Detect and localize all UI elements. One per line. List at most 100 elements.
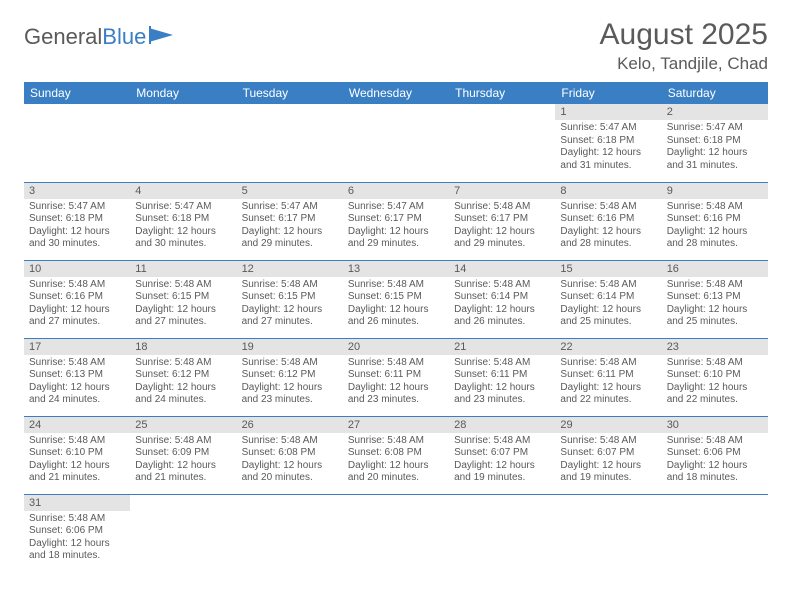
day-line-d2: and 19 minutes. (560, 472, 656, 485)
day-line-d1: Daylight: 12 hours (667, 304, 763, 317)
day-line-d1: Daylight: 12 hours (29, 538, 125, 551)
day-line-sr: Sunrise: 5:48 AM (135, 279, 231, 292)
calendar-week-row: 3Sunrise: 5:47 AMSunset: 6:18 PMDaylight… (24, 182, 768, 260)
day-line-sr: Sunrise: 5:48 AM (29, 279, 125, 292)
day-number: 11 (130, 261, 236, 277)
day-content: Sunrise: 5:48 AMSunset: 6:11 PMDaylight:… (449, 355, 555, 411)
day-content: Sunrise: 5:47 AMSunset: 6:18 PMDaylight:… (555, 120, 661, 176)
title-block: August 2025 Kelo, Tandjile, Chad (600, 18, 768, 74)
calendar-day-cell: 30Sunrise: 5:48 AMSunset: 6:06 PMDayligh… (662, 416, 768, 494)
calendar-day-cell: 28Sunrise: 5:48 AMSunset: 6:07 PMDayligh… (449, 416, 555, 494)
day-content: Sunrise: 5:48 AMSunset: 6:06 PMDaylight:… (24, 511, 130, 567)
calendar-body: 1Sunrise: 5:47 AMSunset: 6:18 PMDaylight… (24, 104, 768, 572)
calendar-day-cell (555, 494, 661, 572)
day-number: 8 (555, 183, 661, 199)
day-line-ss: Sunset: 6:13 PM (667, 291, 763, 304)
calendar-day-cell: 13Sunrise: 5:48 AMSunset: 6:15 PMDayligh… (343, 260, 449, 338)
day-line-d1: Daylight: 12 hours (135, 226, 231, 239)
day-line-d1: Daylight: 12 hours (29, 226, 125, 239)
calendar-day-cell: 26Sunrise: 5:48 AMSunset: 6:08 PMDayligh… (237, 416, 343, 494)
day-content: Sunrise: 5:48 AMSunset: 6:15 PMDaylight:… (130, 277, 236, 333)
day-number: 19 (237, 339, 343, 355)
day-line-d2: and 25 minutes. (560, 316, 656, 329)
weekday-header: Tuesday (237, 82, 343, 104)
logo: GeneralBlue (24, 24, 175, 50)
day-content: Sunrise: 5:47 AMSunset: 6:17 PMDaylight:… (343, 199, 449, 255)
calendar-day-cell: 2Sunrise: 5:47 AMSunset: 6:18 PMDaylight… (662, 104, 768, 182)
location: Kelo, Tandjile, Chad (600, 54, 768, 74)
day-line-d2: and 22 minutes. (560, 394, 656, 407)
day-line-d2: and 26 minutes. (348, 316, 444, 329)
day-line-ss: Sunset: 6:12 PM (242, 369, 338, 382)
day-content: Sunrise: 5:48 AMSunset: 6:07 PMDaylight:… (449, 433, 555, 489)
day-line-d2: and 29 minutes. (454, 238, 550, 251)
day-content: Sunrise: 5:48 AMSunset: 6:16 PMDaylight:… (555, 199, 661, 255)
calendar-day-cell: 4Sunrise: 5:47 AMSunset: 6:18 PMDaylight… (130, 182, 236, 260)
calendar-day-cell: 9Sunrise: 5:48 AMSunset: 6:16 PMDaylight… (662, 182, 768, 260)
day-line-d1: Daylight: 12 hours (454, 382, 550, 395)
weekday-header: Saturday (662, 82, 768, 104)
calendar-day-cell: 15Sunrise: 5:48 AMSunset: 6:14 PMDayligh… (555, 260, 661, 338)
day-content: Sunrise: 5:48 AMSunset: 6:14 PMDaylight:… (555, 277, 661, 333)
calendar-week-row: 10Sunrise: 5:48 AMSunset: 6:16 PMDayligh… (24, 260, 768, 338)
day-line-ss: Sunset: 6:14 PM (454, 291, 550, 304)
day-line-sr: Sunrise: 5:48 AM (135, 435, 231, 448)
day-number: 9 (662, 183, 768, 199)
day-line-ss: Sunset: 6:11 PM (454, 369, 550, 382)
day-content: Sunrise: 5:48 AMSunset: 6:10 PMDaylight:… (24, 433, 130, 489)
day-number: 17 (24, 339, 130, 355)
day-content: Sunrise: 5:47 AMSunset: 6:18 PMDaylight:… (24, 199, 130, 255)
calendar-day-cell (130, 104, 236, 182)
day-line-sr: Sunrise: 5:48 AM (454, 201, 550, 214)
calendar-day-cell: 14Sunrise: 5:48 AMSunset: 6:14 PMDayligh… (449, 260, 555, 338)
day-line-ss: Sunset: 6:10 PM (667, 369, 763, 382)
day-content: Sunrise: 5:48 AMSunset: 6:12 PMDaylight:… (237, 355, 343, 411)
day-line-d1: Daylight: 12 hours (560, 226, 656, 239)
day-line-sr: Sunrise: 5:48 AM (29, 357, 125, 370)
day-line-d2: and 18 minutes. (667, 472, 763, 485)
day-line-d2: and 31 minutes. (560, 160, 656, 173)
day-number: 30 (662, 417, 768, 433)
day-number: 24 (24, 417, 130, 433)
calendar-day-cell: 11Sunrise: 5:48 AMSunset: 6:15 PMDayligh… (130, 260, 236, 338)
calendar-day-cell: 17Sunrise: 5:48 AMSunset: 6:13 PMDayligh… (24, 338, 130, 416)
day-content: Sunrise: 5:47 AMSunset: 6:17 PMDaylight:… (237, 199, 343, 255)
calendar-day-cell: 22Sunrise: 5:48 AMSunset: 6:11 PMDayligh… (555, 338, 661, 416)
day-line-d1: Daylight: 12 hours (135, 460, 231, 473)
day-line-d2: and 27 minutes. (242, 316, 338, 329)
day-content: Sunrise: 5:48 AMSunset: 6:15 PMDaylight:… (237, 277, 343, 333)
day-line-d1: Daylight: 12 hours (135, 382, 231, 395)
day-line-ss: Sunset: 6:12 PM (135, 369, 231, 382)
day-line-ss: Sunset: 6:09 PM (135, 447, 231, 460)
day-line-ss: Sunset: 6:17 PM (242, 213, 338, 226)
day-line-ss: Sunset: 6:16 PM (29, 291, 125, 304)
day-content: Sunrise: 5:48 AMSunset: 6:17 PMDaylight:… (449, 199, 555, 255)
day-line-sr: Sunrise: 5:48 AM (667, 279, 763, 292)
day-line-sr: Sunrise: 5:47 AM (135, 201, 231, 214)
weekday-header: Friday (555, 82, 661, 104)
calendar-day-cell: 16Sunrise: 5:48 AMSunset: 6:13 PMDayligh… (662, 260, 768, 338)
day-line-ss: Sunset: 6:15 PM (242, 291, 338, 304)
day-number: 6 (343, 183, 449, 199)
day-content: Sunrise: 5:48 AMSunset: 6:13 PMDaylight:… (662, 277, 768, 333)
day-line-d2: and 30 minutes. (29, 238, 125, 251)
day-line-d2: and 20 minutes. (242, 472, 338, 485)
day-line-d2: and 25 minutes. (667, 316, 763, 329)
day-content: Sunrise: 5:48 AMSunset: 6:06 PMDaylight:… (662, 433, 768, 489)
day-line-d1: Daylight: 12 hours (454, 460, 550, 473)
day-line-d2: and 21 minutes. (135, 472, 231, 485)
day-line-sr: Sunrise: 5:48 AM (560, 435, 656, 448)
day-line-d1: Daylight: 12 hours (667, 226, 763, 239)
day-line-ss: Sunset: 6:08 PM (348, 447, 444, 460)
day-number: 5 (237, 183, 343, 199)
day-content: Sunrise: 5:47 AMSunset: 6:18 PMDaylight:… (130, 199, 236, 255)
day-content: Sunrise: 5:48 AMSunset: 6:11 PMDaylight:… (343, 355, 449, 411)
day-line-sr: Sunrise: 5:48 AM (667, 201, 763, 214)
day-line-ss: Sunset: 6:15 PM (348, 291, 444, 304)
day-line-d1: Daylight: 12 hours (667, 147, 763, 160)
calendar-day-cell: 20Sunrise: 5:48 AMSunset: 6:11 PMDayligh… (343, 338, 449, 416)
day-line-ss: Sunset: 6:07 PM (560, 447, 656, 460)
day-number: 28 (449, 417, 555, 433)
day-line-sr: Sunrise: 5:48 AM (560, 279, 656, 292)
day-line-d1: Daylight: 12 hours (560, 382, 656, 395)
